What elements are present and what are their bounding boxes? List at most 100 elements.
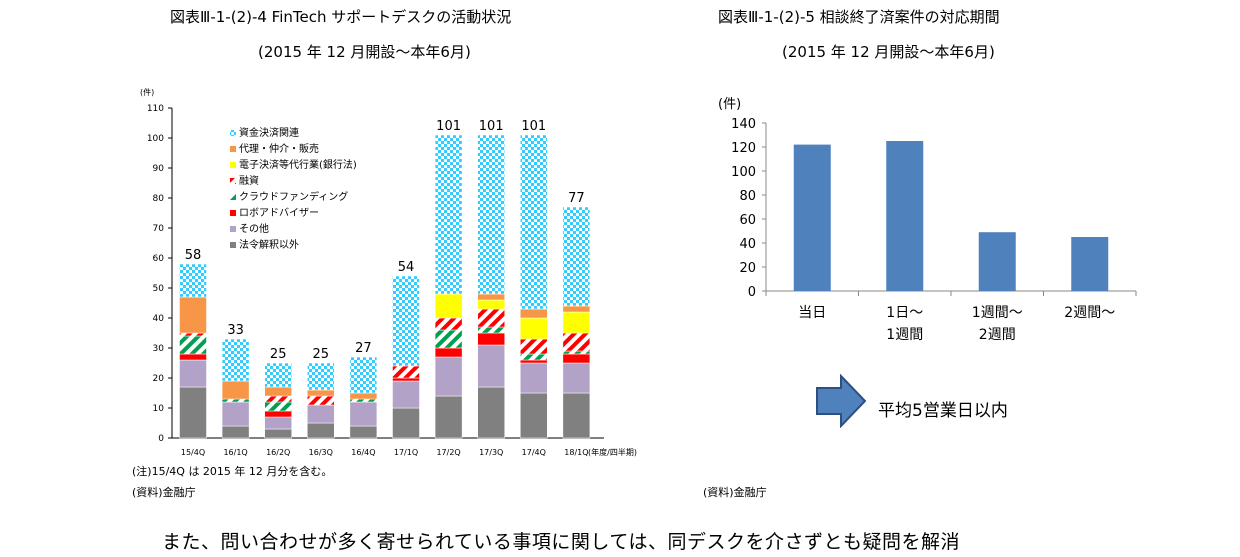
left-y-tick-label: 20: [153, 374, 165, 384]
stacked-bar-segment: [434, 134, 463, 295]
legend-swatch: [230, 162, 236, 168]
legend-swatch: [230, 242, 236, 248]
stacked-bar-segment: [392, 380, 420, 409]
right-y-tick-label: 120: [731, 141, 756, 156]
bar-total-label: 77: [568, 191, 585, 206]
right-figure-subtitle: (2015 年 12 月開設～本年6月): [782, 43, 995, 61]
stacked-bar-segment: [477, 293, 505, 301]
stacked-bar-segment: [349, 398, 378, 403]
right-y-tick-label: 140: [731, 117, 756, 132]
stacked-bar-segment: [307, 362, 335, 391]
left-x-tick-label: 18/1Q: [564, 448, 588, 457]
legend-label: 代理・仲介・販売: [239, 142, 319, 155]
legend-swatch: [230, 226, 236, 232]
left-x-tick-label: 16/2Q: [266, 448, 290, 457]
stacked-bar-segment: [307, 395, 335, 406]
left-figure-source: (資料)金融庁: [132, 486, 196, 499]
left-y-tick-label: 70: [153, 224, 165, 234]
stacked-bar-segment: [434, 356, 463, 397]
stacked-bar-segment: [520, 362, 548, 394]
left-x-tick-label: 16/4Q: [351, 448, 375, 457]
response-bar: [978, 232, 1016, 291]
stacked-bar-segment: [221, 425, 250, 439]
stacked-bar-segment: [264, 362, 292, 388]
legend-label: クラウドファンディング: [239, 190, 348, 203]
bar-total-label: 101: [479, 119, 504, 134]
stacked-bar-segment: [179, 263, 207, 298]
stacked-bar-segment: [221, 398, 250, 403]
stacked-bar-segment: [477, 299, 505, 310]
stacked-bar-segment: [562, 362, 591, 394]
left-y-tick-label: 80: [153, 194, 165, 204]
stacked-bar-segment: [179, 359, 207, 388]
stacked-bar-segment: [392, 407, 420, 439]
left-x-tick-label: 15/4Q: [181, 448, 205, 457]
stacked-bar-segment: [264, 416, 292, 430]
stacked-bar-segment: [434, 317, 463, 331]
right-y-tick-label: 20: [739, 261, 756, 276]
legend-label: 資金決済関連: [239, 126, 299, 139]
right-figure-source: (資料)金融庁: [703, 486, 767, 499]
left-x-tick-label: 16/3Q: [309, 448, 333, 457]
stacked-bar-segment: [434, 329, 463, 349]
left-x-tick-label: 17/4Q: [522, 448, 546, 457]
stacked-bar-segment: [562, 392, 591, 439]
left-y-tick-label: 40: [153, 314, 165, 324]
legend-label: その他: [239, 222, 269, 235]
stacked-bar-segment: [477, 386, 505, 439]
bar-total-label: 101: [436, 119, 461, 134]
legend-swatch: [230, 130, 236, 136]
right-y-tick-label: 60: [739, 213, 756, 228]
left-x-tick-label: 17/2Q: [436, 448, 460, 457]
right-y-tick-label: 40: [739, 237, 756, 252]
left-y-axis-label: (件): [140, 87, 154, 97]
stacked-bar-segment: [520, 392, 548, 439]
right-x-tick-label: 2週間～: [1064, 305, 1115, 321]
stacked-bar-segment: [477, 326, 505, 334]
stacked-bar-segment: [477, 308, 505, 328]
bar-total-label: 27: [355, 341, 372, 356]
legend-label: 電子決済等代行業(銀行法): [239, 158, 357, 171]
right-y-tick-label: 80: [739, 189, 756, 204]
stacked-bar-segment: [477, 344, 505, 388]
right-x-tick-label: 当日: [798, 305, 826, 321]
stacked-bar-segment: [179, 386, 207, 439]
right-y-tick-label: 100: [731, 165, 756, 180]
stacked-bar-segment: [562, 311, 591, 334]
left-x-tick-label: 16/1Q: [223, 448, 247, 457]
average-period-text: 平均5営業日以内: [878, 401, 1008, 421]
stacked-bar-segment: [179, 353, 207, 361]
stacked-bar-segment: [520, 353, 548, 361]
stacked-bar-segment: [562, 305, 591, 313]
stacked-bar-segment: [477, 332, 505, 346]
stacked-bar-segment: [264, 395, 292, 403]
stacked-bar-segment: [179, 335, 207, 355]
bar-total-label: 25: [313, 347, 330, 362]
bar-total-label: 101: [521, 119, 546, 134]
bar-total-label: 58: [185, 248, 202, 263]
stacked-bar-segment: [307, 422, 335, 439]
right-arrow-icon: [816, 374, 867, 428]
left-figure-note: (注)15/4Q は 2015 年 12 月分を含む。: [132, 465, 333, 478]
stacked-bar-segment: [349, 425, 378, 439]
legend-swatch: [230, 194, 236, 200]
right-y-tick-label: 0: [748, 285, 756, 300]
stacked-bar-segment: [221, 401, 250, 427]
body-paragraph: また、問い合わせが多く寄せられている事項に関しては、同デスクを介さずとも疑問を解…: [162, 531, 960, 553]
left-y-tick-label: 10: [153, 404, 165, 414]
bar-total-label: 54: [398, 260, 415, 275]
stacked-bar-segment: [562, 350, 591, 355]
left-figure-subtitle: (2015 年 12 月開設～本年6月): [258, 43, 471, 61]
stacked-bar-segment: [562, 332, 591, 352]
fintech-support-desk-chart: 0 10 20 30 40 50 60 70 80 90 100 110 (件) (年度/四半期) 15/4…: [140, 87, 637, 457]
left-y-tick-label: 0: [158, 434, 164, 444]
left-y-tick-label: 60: [153, 254, 165, 264]
right-x-tick-label: 2週間: [979, 327, 1016, 343]
stacked-bar-segment: [264, 410, 292, 418]
stacked-bar-segment: [221, 338, 250, 382]
left-x-tick-label: 17/3Q: [479, 448, 503, 457]
right-x-tick-label: 1週間: [886, 327, 923, 343]
stacked-bar-segment: [264, 428, 292, 439]
legend-label: 融資: [239, 175, 259, 187]
left-y-tick-label: 50: [153, 284, 165, 294]
